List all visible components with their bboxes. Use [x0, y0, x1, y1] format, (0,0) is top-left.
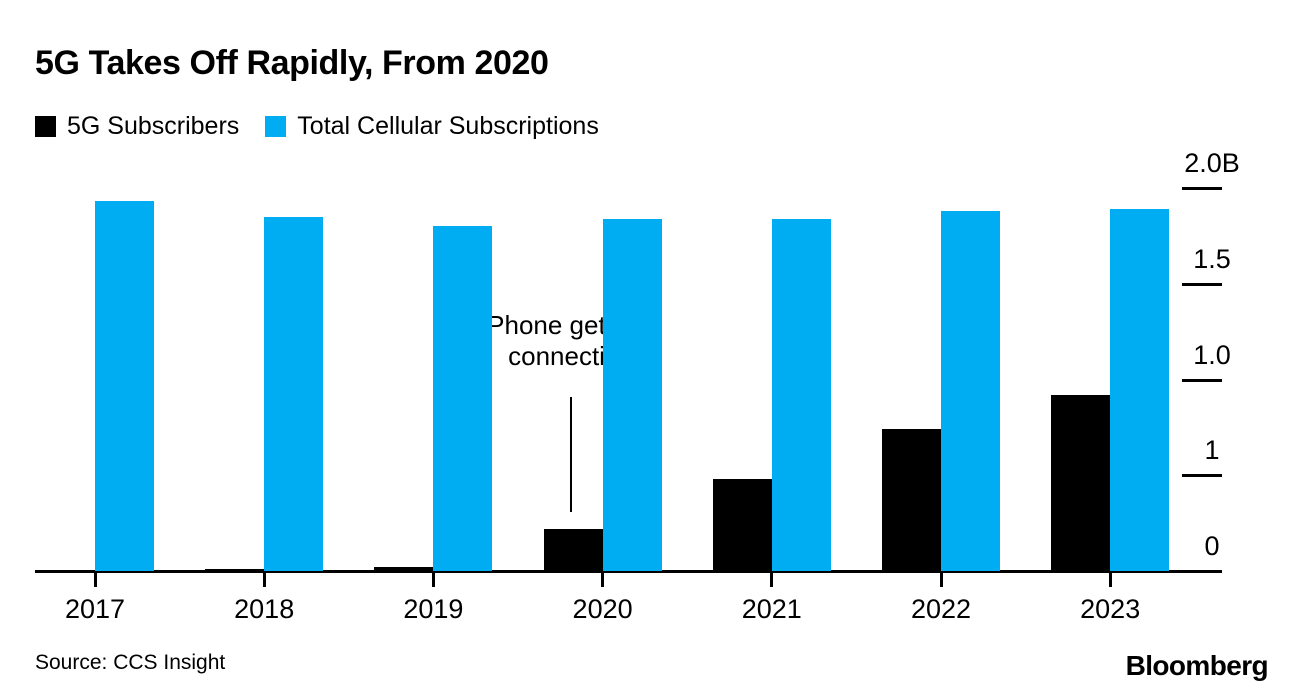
x-label-2023: 2023 [1080, 594, 1141, 624]
y-tick-dash-1 [1182, 474, 1222, 477]
x-tick-2022 [939, 571, 943, 587]
x-label-2022: 2022 [910, 594, 972, 624]
bar-5g-2023 [1051, 395, 1111, 571]
x-tick-2018 [262, 571, 266, 587]
x-axis-line [35, 570, 1222, 573]
bar-5g-2017 [36, 570, 95, 571]
x-tick-2017 [93, 571, 97, 587]
bar-5g-2021 [712, 479, 772, 571]
y-tick-label-0: 0 [1204, 531, 1220, 561]
annotation-pointer-line [570, 397, 572, 512]
bar-5g-2018 [205, 569, 265, 571]
legend-item-5g: 5G Subscribers [35, 112, 239, 141]
page-title: 5G Takes Off Rapidly, From 2020 [35, 44, 549, 82]
bar-total-2023 [1110, 209, 1170, 571]
x-label-2017: 2017 [64, 594, 126, 624]
y-tick-dash-1.0 [1182, 379, 1222, 382]
x-label-2020: 2020 [572, 594, 633, 624]
bar-total-2020 [602, 219, 662, 571]
legend-swatch-5g-icon [35, 116, 56, 137]
bar-total-2017 [95, 201, 154, 571]
x-tick-2021 [770, 571, 774, 587]
bar-5g-2022 [882, 429, 941, 571]
legend-label-total: Total Cellular Subscriptions [297, 112, 599, 140]
x-tick-2019 [431, 571, 435, 587]
y-tick-dash-2.0B [1182, 187, 1222, 190]
x-label-2019: 2019 [403, 594, 464, 624]
y-tick-label-1.5: 1.5 [1193, 244, 1231, 274]
bar-total-2018 [264, 217, 324, 571]
bar-total-2019 [433, 226, 493, 571]
y-tick-label-2.0B: 2.0B [1184, 148, 1240, 178]
x-label-2018: 2018 [234, 594, 295, 624]
x-tick-2020 [601, 571, 605, 587]
y-tick-label-1.0: 1.0 [1193, 340, 1231, 370]
x-label-2021: 2021 [741, 594, 802, 624]
source-credit: Source: CCS Insight [35, 651, 226, 674]
legend-item-total: Total Cellular Subscriptions [265, 112, 599, 141]
bar-5g-2019 [374, 567, 434, 571]
bloomberg-logo: Bloomberg [1125, 650, 1269, 681]
y-tick-label-1: 1 [1204, 435, 1220, 465]
y-tick-dash-1.5 [1182, 283, 1222, 286]
legend-label-5g: 5G Subscribers [67, 112, 240, 140]
legend-swatch-total-icon [265, 116, 287, 137]
x-tick-2023 [1108, 571, 1112, 587]
bar-total-2021 [771, 219, 831, 571]
bar-total-2022 [941, 211, 1000, 571]
legend: 5G Subscribers Total Cellular Subscripti… [35, 112, 599, 141]
bar-5g-2020 [543, 529, 603, 571]
